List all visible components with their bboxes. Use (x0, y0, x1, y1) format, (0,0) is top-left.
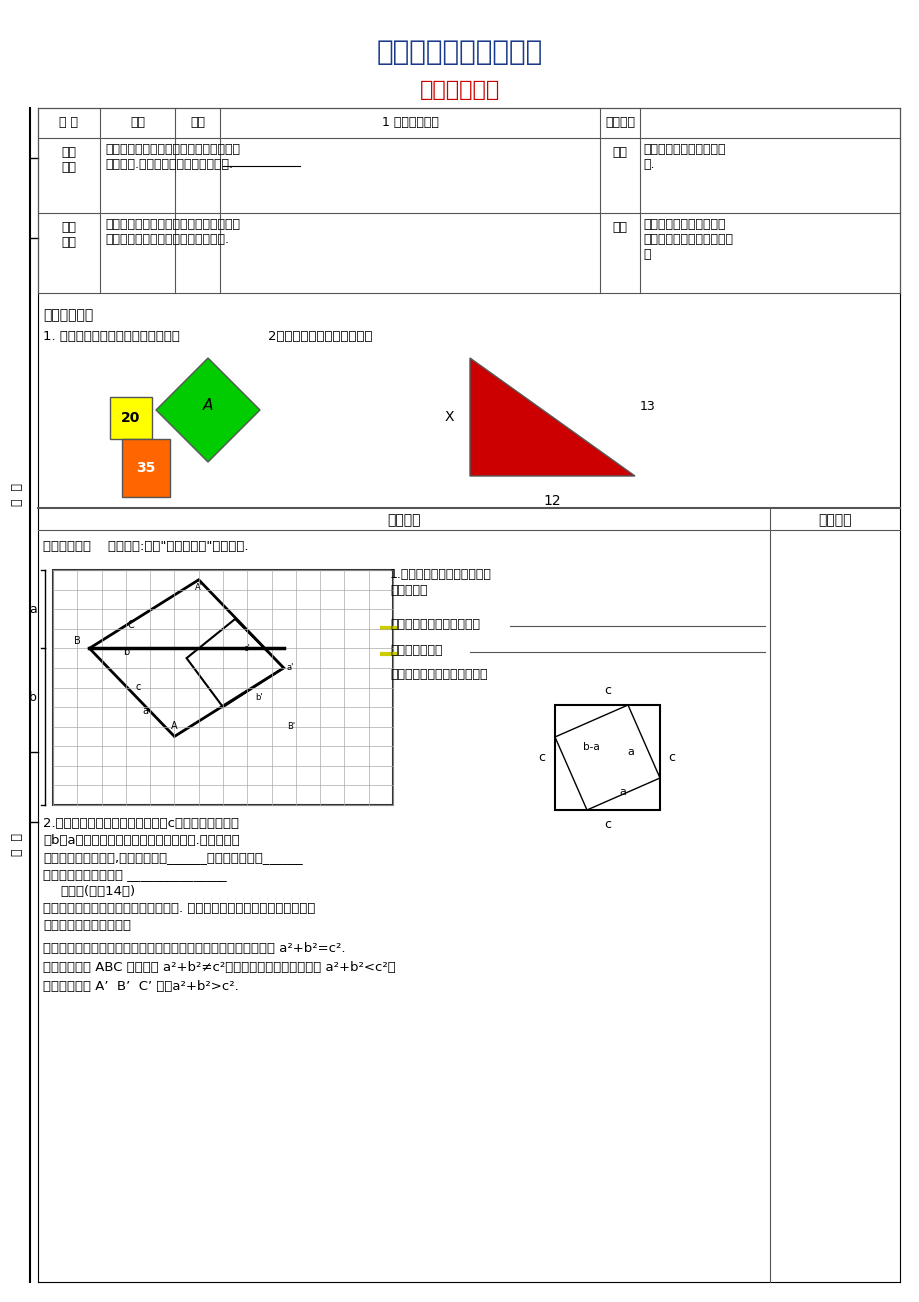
Text: 难点: 难点 (612, 221, 627, 234)
Text: 为b－a，利用这个图题可以说明勾股定理.大正方形的: 为b－a，利用这个图题可以说明勾股定理.大正方形的 (43, 835, 240, 848)
Text: 生的创新能力和解决实际问题的能力.: 生的创新能力和解决实际问题的能力. (105, 233, 229, 246)
Text: b': b' (255, 693, 263, 702)
Text: 对比两种表示方法可得 _______________: 对比两种表示方法可得 _______________ (43, 868, 226, 881)
Text: 方形的面积: 方形的面积 (390, 585, 427, 598)
Text: 二、互动导学    阅读课本:了解"青朱出入图"无字证明.: 二、互动导学 阅读课本:了解"青朱出入图"无字证明. (43, 540, 248, 553)
Text: b: b (122, 647, 129, 658)
Text: b-a: b-a (583, 742, 599, 753)
Text: 掌握勾股定理，了解利用拼图验证勾股定: 掌握勾股定理，了解利用拼图验证勾股定 (105, 143, 240, 156)
Bar (554, 704, 659, 810)
Text: 重点: 重点 (612, 146, 627, 159)
Text: 运用勾股解决一些实际问: 运用勾股解决一些实际问 (642, 143, 725, 156)
Text: 授课教师: 授课教师 (605, 116, 634, 129)
Bar (110, 397, 152, 439)
Text: c: c (667, 751, 675, 764)
Text: 一、自主学习: 一、自主学习 (43, 309, 93, 322)
Text: a: a (627, 747, 633, 758)
Text: B: B (74, 637, 81, 646)
Text: 是否也满足这一关系呢？: 是否也满足这一关系呢？ (43, 919, 130, 932)
Text: 35: 35 (136, 461, 155, 475)
Text: 姓  名: 姓 名 (11, 483, 25, 506)
Text: 2、图中的字母代表的长度？: 2、图中的字母代表的长度？ (267, 329, 372, 342)
Text: 教学过程: 教学过程 (387, 513, 420, 527)
Text: a': a' (287, 664, 294, 672)
Bar (53, 570, 392, 805)
Text: A: A (171, 721, 177, 732)
Text: 学 科: 学 科 (60, 116, 78, 129)
Text: C: C (127, 620, 134, 630)
Text: a: a (29, 603, 37, 616)
Bar (122, 439, 170, 497)
Text: 学会用拼图的方法验证勾股定理，培养学: 学会用拼图的方法验证勾股定理，培养学 (105, 217, 240, 230)
Text: 探索勾股定理: 探索勾股定理 (419, 79, 500, 100)
Text: 前面讨论了直角三角形三边满足的关系. 那么锐角三角形或钝角三角形的三边: 前面讨论了直角三角形三边满足的关系. 那么锐角三角形或钝角三角形的三边 (43, 902, 315, 915)
Text: 股定理，培养学生的创新能: 股定理，培养学生的创新能 (642, 233, 732, 246)
Text: 力: 力 (642, 247, 650, 260)
Text: c: c (604, 818, 610, 831)
Text: c: c (538, 751, 544, 764)
Text: 题.: 题. (642, 158, 653, 171)
Text: 学  校: 学 校 (11, 833, 25, 857)
Text: 数学: 数学 (130, 116, 145, 129)
Text: c: c (604, 684, 610, 697)
Text: 学会用拼图的方法验证勾: 学会用拼图的方法验证勾 (642, 217, 725, 230)
Polygon shape (470, 358, 634, 477)
Text: 精编北师大版数学资料: 精编北师大版数学资料 (377, 38, 542, 66)
Text: 课堂笔记: 课堂笔记 (817, 513, 851, 527)
Text: c': c' (244, 643, 251, 652)
Text: 课题: 课题 (190, 116, 205, 129)
Text: 理的方法.运用勾股解决一些实际问题.: 理的方法.运用勾股解决一些实际问题. (105, 158, 233, 171)
Text: 12: 12 (543, 493, 561, 508)
Text: b: b (29, 691, 37, 704)
Text: 观察图，用数格子的方法判断图中两个三角形的三边关系是否满足 a²+b²=c².: 观察图，用数格子的方法判断图中两个三角形的三边关系是否满足 a²+b²=c². (43, 943, 346, 954)
Text: c: c (135, 682, 141, 693)
Text: A': A' (195, 583, 202, 592)
Text: A: A (202, 397, 213, 413)
Text: 13: 13 (640, 401, 655, 414)
Text: a: a (142, 706, 148, 716)
Text: 20: 20 (121, 411, 141, 424)
Text: 在锐角三角形 A’  B’  C’ 中，a²+b²>c².: 在锐角三角形 A’ B’ C’ 中，a²+b²>c². (43, 980, 239, 993)
Text: 2.如下图所示，大正方形的边长是c，小正方形的边长: 2.如下图所示，大正方形的边长是c，小正方形的边长 (43, 816, 239, 829)
Text: 在钝角三角形 ABC 中，虽然 a²+b²≠c²，但它们之间也有一种关系 a²+b²<c²；: 在钝角三角形 ABC 中，虽然 a²+b²≠c²，但它们之间也有一种关系 a²+… (43, 961, 395, 974)
Text: 议一议(课本14页): 议一议(课本14页) (60, 885, 135, 898)
Text: 对比这两种表示方法，可得出: 对比这两种表示方法，可得出 (390, 668, 487, 681)
Text: a: a (619, 786, 626, 797)
Text: 面积有两种表示方法,既可以表示为______，又可以表示为______: 面积有两种表示方法,既可以表示为______，又可以表示为______ (43, 852, 302, 865)
Text: B': B' (287, 723, 294, 732)
Text: 1.请用两种方法表示这个大正: 1.请用两种方法表示这个大正 (390, 568, 492, 581)
Text: 1 探索勾股定理: 1 探索勾股定理 (381, 116, 438, 129)
Text: 教学
目标: 教学 目标 (62, 146, 76, 174)
Text: 1. 图中的字母表示区的面积是多少？: 1. 图中的字母表示区的面积是多少？ (43, 329, 180, 342)
Text: X: X (444, 410, 453, 424)
Text: 大正方形面积可以表示为：: 大正方形面积可以表示为： (390, 618, 480, 631)
Text: 又可以表示为：: 又可以表示为： (390, 644, 442, 658)
Text: 德育
目标: 德育 目标 (62, 221, 76, 249)
Polygon shape (156, 358, 260, 462)
